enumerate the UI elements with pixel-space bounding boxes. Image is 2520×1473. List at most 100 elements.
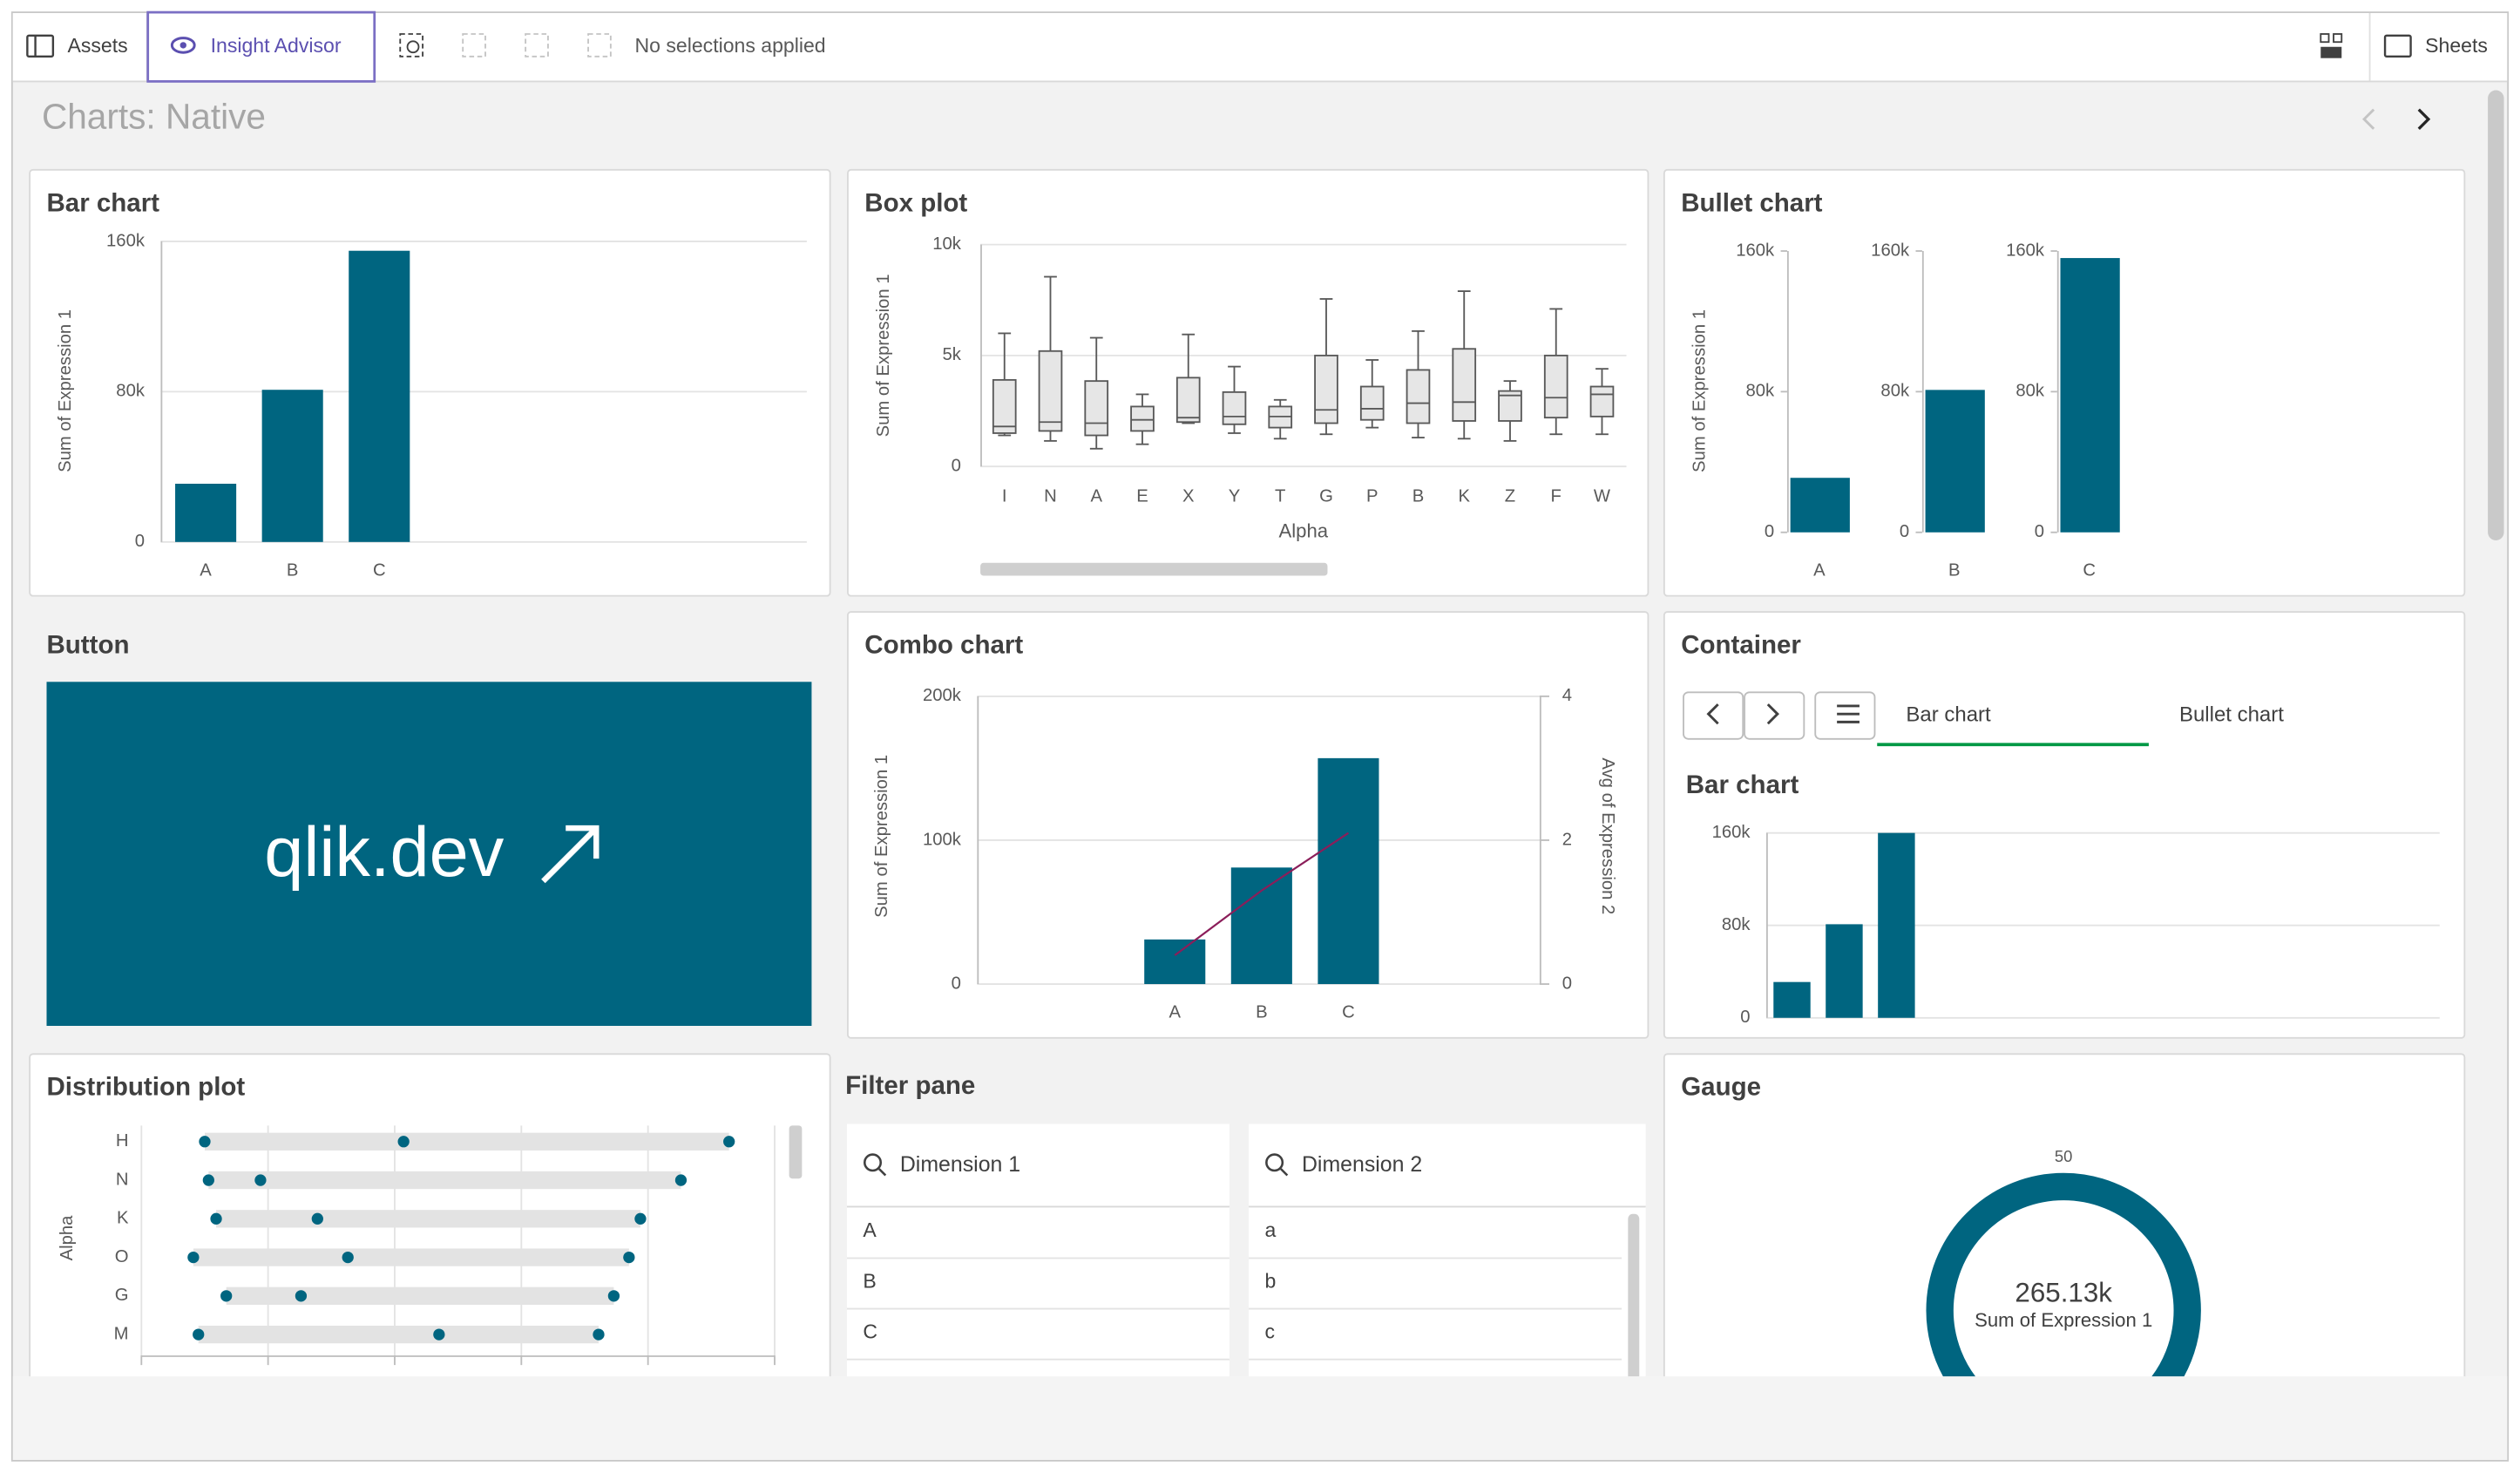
insight-icon bbox=[180, 42, 186, 49]
smart-search-icon[interactable] bbox=[399, 33, 423, 58]
y-tick-label: K bbox=[117, 1209, 129, 1228]
panel-title: Container bbox=[1681, 631, 1801, 660]
box bbox=[1130, 405, 1155, 432]
x-tick-label: F bbox=[1551, 487, 1561, 506]
x-tick-label: G bbox=[1319, 487, 1333, 506]
box bbox=[1175, 377, 1201, 424]
y2-tick-label: 4 bbox=[1562, 686, 1572, 705]
point bbox=[193, 1328, 205, 1341]
x-tick-label: K bbox=[1458, 487, 1470, 506]
point bbox=[593, 1328, 605, 1341]
search-icon bbox=[863, 1153, 883, 1172]
filter-item[interactable]: a bbox=[1265, 1218, 1277, 1241]
filter-item[interactable]: B bbox=[863, 1269, 876, 1292]
box bbox=[1359, 385, 1385, 421]
panel-title: Box plot bbox=[864, 188, 967, 217]
y-tick-label: 0 bbox=[952, 457, 961, 476]
x-tick-label: C bbox=[2083, 560, 2096, 580]
panel-title: Filter pane bbox=[845, 1071, 975, 1100]
sheet-scrollbar[interactable] bbox=[2488, 90, 2504, 540]
gauge-measure: Sum of Expression 1 bbox=[1975, 1309, 2152, 1331]
bar bbox=[349, 250, 410, 542]
bullet-bar bbox=[2060, 258, 2120, 533]
y-tick-label: O bbox=[115, 1247, 129, 1266]
container-tab[interactable]: Bar chart bbox=[1906, 703, 1991, 726]
x-tick-label: X bbox=[1182, 487, 1195, 506]
x-tick-label: C bbox=[373, 560, 386, 580]
y-tick-label: 0 bbox=[2035, 522, 2044, 541]
axis-title: Sum of Expression 1 bbox=[56, 309, 75, 472]
filter-item[interactable]: c bbox=[1265, 1320, 1276, 1342]
panel-title: Gauge bbox=[1681, 1073, 1761, 1102]
container-tab[interactable]: Bullet chart bbox=[2179, 703, 2284, 726]
x-tick-label: Y bbox=[1229, 487, 1241, 506]
panel-title: Distribution plot bbox=[46, 1073, 245, 1102]
y-tick-label: 80k bbox=[1880, 382, 1910, 401]
next-sheet[interactable] bbox=[2417, 108, 2431, 130]
sheets-icon bbox=[2383, 34, 2412, 58]
point bbox=[254, 1174, 267, 1186]
filter-title: Dimension 1 bbox=[900, 1152, 1020, 1177]
x-tick-label: B bbox=[1412, 487, 1425, 506]
point bbox=[634, 1212, 647, 1225]
point bbox=[433, 1328, 445, 1341]
range-bar bbox=[216, 1210, 640, 1228]
filter-list-frame bbox=[846, 1123, 1230, 1377]
distribution-plot-panel bbox=[29, 1053, 831, 1377]
point bbox=[723, 1136, 735, 1148]
x-tick-label: B bbox=[1948, 560, 1961, 580]
box-plot-panel bbox=[846, 168, 1650, 597]
bar bbox=[1773, 981, 1811, 1018]
selections-status: No selections applied bbox=[635, 34, 826, 57]
step-back-icon[interactable] bbox=[462, 33, 486, 58]
bar bbox=[1318, 757, 1379, 985]
previous-tab[interactable] bbox=[1683, 691, 1744, 740]
box bbox=[1038, 350, 1063, 432]
combo-chart-panel bbox=[846, 611, 1650, 1039]
box bbox=[992, 378, 1017, 434]
y-tick-label: M bbox=[114, 1324, 129, 1343]
button-face bbox=[46, 682, 812, 1026]
insight-icon bbox=[170, 37, 196, 54]
x-tick-label: Z bbox=[1505, 487, 1515, 506]
range-bar bbox=[226, 1286, 614, 1305]
insight-advisor-label: Insight Advisor bbox=[211, 34, 342, 57]
x-tick-label: T bbox=[1275, 487, 1285, 506]
clear-selections-icon[interactable] bbox=[587, 33, 612, 58]
vertical-scrollbar[interactable] bbox=[1628, 1213, 1640, 1391]
selection-tools bbox=[399, 33, 612, 58]
x-tick-label: C bbox=[1342, 1003, 1355, 1022]
point bbox=[397, 1136, 410, 1148]
y-tick-label: 0 bbox=[135, 532, 145, 551]
y-tick-label: 160k bbox=[1871, 241, 1910, 260]
tab-list-button[interactable] bbox=[1814, 691, 1876, 740]
x-tick-label: N bbox=[1044, 487, 1057, 506]
panel-title: Button bbox=[46, 631, 129, 660]
grid-icon bbox=[2333, 33, 2343, 44]
filter-item[interactable]: C bbox=[863, 1320, 877, 1342]
assets-button[interactable]: Assets bbox=[26, 34, 128, 58]
vertical-scrollbar[interactable] bbox=[789, 1125, 803, 1179]
grid-toggle[interactable] bbox=[2320, 33, 2343, 58]
box bbox=[1406, 369, 1431, 424]
previous-tab-icon bbox=[1706, 703, 1719, 725]
footer-area bbox=[12, 1376, 2508, 1460]
horizontal-scrollbar[interactable] bbox=[980, 562, 1328, 576]
insight-advisor-button[interactable]: Insight Advisor bbox=[146, 10, 376, 83]
point bbox=[199, 1136, 211, 1148]
filter-item[interactable]: A bbox=[863, 1218, 877, 1241]
bar-chart-panel bbox=[29, 168, 831, 597]
x-tick-label: E bbox=[1136, 487, 1148, 506]
step-forward-icon[interactable] bbox=[525, 33, 549, 58]
box bbox=[1452, 348, 1477, 422]
filter-item[interactable]: b bbox=[1265, 1269, 1277, 1292]
link-button[interactable]: qlik.dev bbox=[46, 682, 812, 1026]
panel-title: Bar chart bbox=[1686, 770, 1799, 799]
y-tick-label: H bbox=[116, 1131, 129, 1151]
previous-sheet[interactable] bbox=[2362, 108, 2375, 130]
gauge-max-label: 50 bbox=[2055, 1147, 2073, 1165]
point bbox=[210, 1212, 222, 1225]
sheets-button[interactable]: Sheets bbox=[2383, 34, 2488, 58]
